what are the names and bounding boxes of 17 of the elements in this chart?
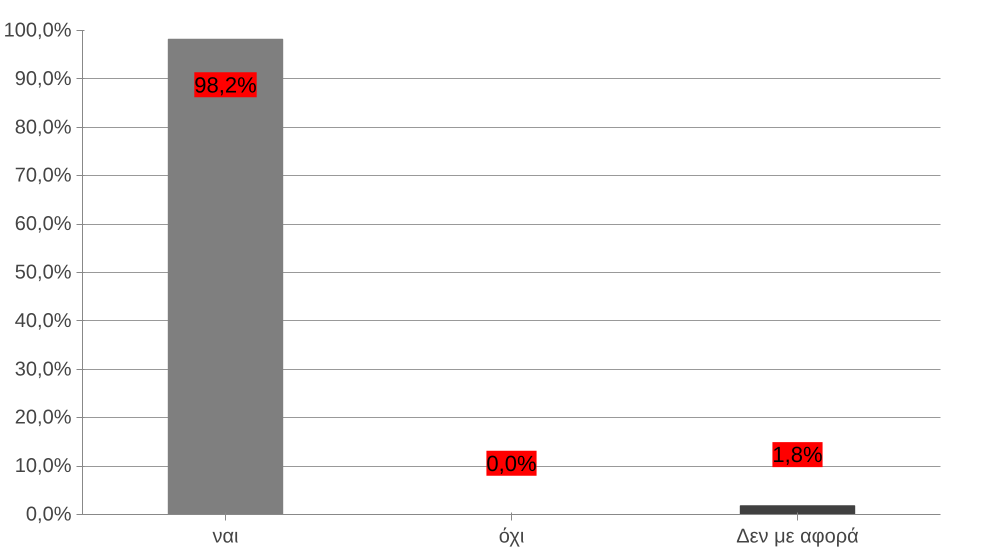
x-tick-label: Δεν με αφορά [736, 526, 859, 548]
y-tick-label: 60,0% [14, 213, 72, 236]
x-tick-label: όχι [498, 526, 524, 548]
y-tick-label: 100,0% [4, 20, 72, 42]
y-tick-label: 70,0% [14, 164, 72, 187]
y-tick-label: 90,0% [14, 68, 72, 90]
data-label: 0,0% [486, 450, 537, 476]
data-label: 98,2% [194, 72, 257, 98]
y-tick-label: 80,0% [14, 116, 72, 138]
y-tick-label: 0,0% [26, 504, 72, 526]
x-tick-label: ναι [212, 526, 239, 548]
y-tick-label: 40,0% [14, 310, 72, 332]
y-tick-label: 20,0% [14, 406, 72, 429]
y-tick-label: 30,0% [14, 358, 72, 380]
y-tick-label: 50,0% [14, 262, 72, 284]
y-tick-label: 10,0% [14, 455, 72, 478]
data-label: 1,8% [772, 442, 823, 468]
